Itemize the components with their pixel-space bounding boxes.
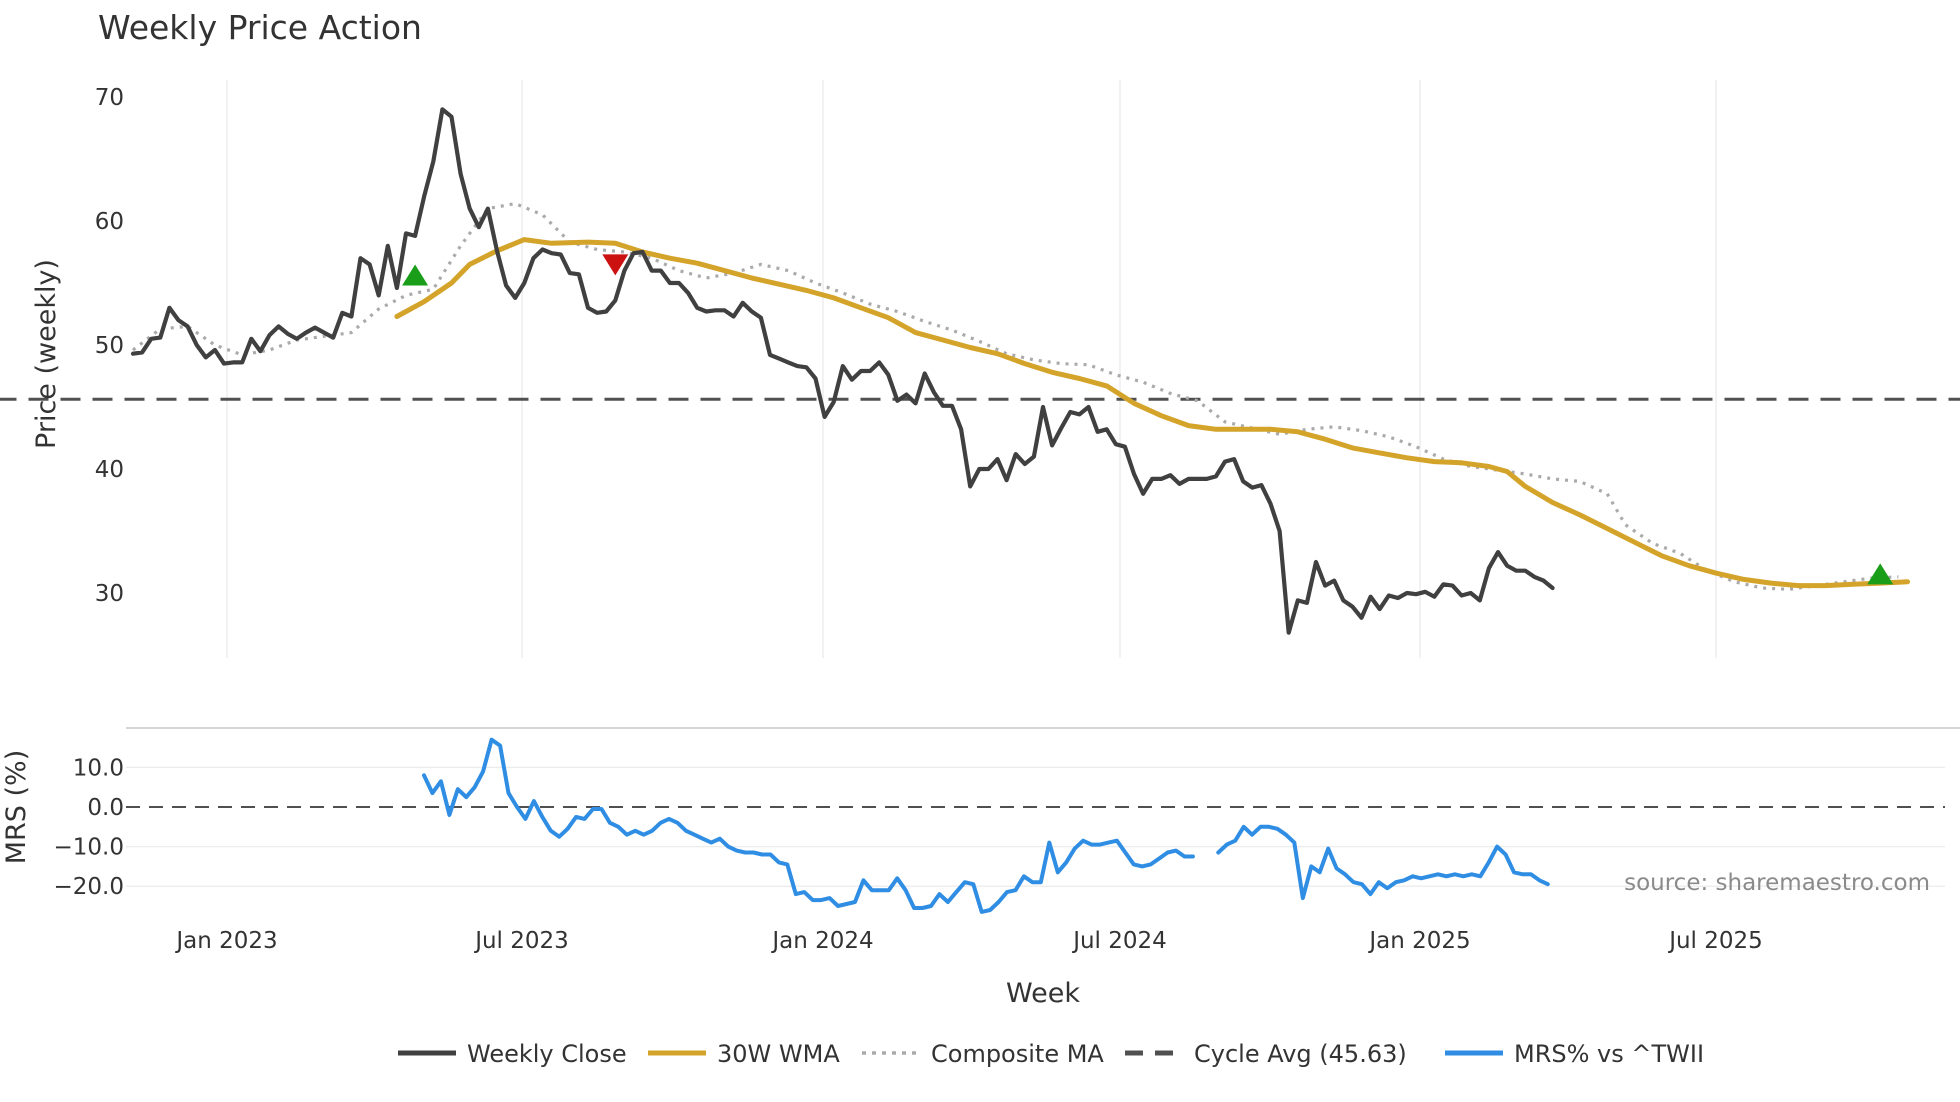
chart-title: Weekly Price Action — [98, 8, 422, 47]
price-y-tick-label: 40 — [95, 457, 124, 483]
composite-ma-line — [132, 202, 1899, 591]
legend-label: MRS% vs ^TWII — [1514, 1040, 1704, 1068]
legend: Weekly Close 30W WMA Composite MA Cycle Avg… — [398, 1040, 1704, 1068]
mrs-y-axis-title: MRS (%) — [1, 750, 32, 865]
x-tick-label: Jul 2023 — [473, 928, 569, 954]
x-ticks: Jan 2023 Jul 2023 Jan 2024 Jul 2024 Jan 2025… — [174, 928, 1762, 954]
x-tick-label: Jan 2025 — [1367, 928, 1470, 954]
price-y-tick-label: 60 — [95, 209, 124, 235]
legend-label: 30W WMA — [717, 1040, 840, 1068]
legend-label: Weekly Close — [467, 1040, 627, 1068]
buy-signal-marker-0 — [402, 264, 429, 286]
price-y-tick-label: 50 — [95, 333, 124, 359]
mrs-series-group — [422, 737, 1550, 914]
price-grid — [226, 80, 1717, 658]
wma-30w-line — [394, 237, 1910, 589]
mrs-y-tick-label: −10.0 — [54, 835, 124, 861]
price-series-group — [0, 107, 1960, 635]
x-tick-label: Jul 2024 — [1071, 928, 1167, 954]
mrs-y-tick-label: −20.0 — [54, 874, 124, 900]
x-tick-label: Jan 2024 — [770, 928, 873, 954]
price-y-tick-label: 70 — [95, 85, 124, 111]
x-axis-title: Week — [1006, 978, 1080, 1009]
buy-signal-marker-2 — [1867, 563, 1894, 585]
legend-label: Cycle Avg (45.63) — [1194, 1040, 1407, 1068]
price-y-axis-title: Price (weekly) — [31, 259, 62, 449]
signal-markers — [402, 254, 1894, 585]
sell-signal-marker-1 — [602, 254, 629, 276]
mrs-y-tick-label: 10.0 — [73, 755, 124, 781]
price-y-tick-label: 30 — [95, 581, 124, 607]
source-watermark: source: sharemaestro.com — [1624, 870, 1930, 896]
mrs-line-0 — [422, 737, 1550, 914]
mrs-grid — [126, 766, 1945, 887]
x-tick-label: Jul 2025 — [1667, 928, 1763, 954]
weekly-close-line — [130, 107, 1555, 635]
mrs-y-ticks: 10.0 0.0 −10.0 −20.0 — [54, 755, 124, 900]
price-y-ticks: 30 40 50 60 70 — [95, 85, 124, 607]
mrs-y-tick-label: 0.0 — [87, 795, 124, 821]
legend-label: Composite MA — [931, 1040, 1104, 1068]
x-tick-label: Jan 2023 — [174, 928, 277, 954]
